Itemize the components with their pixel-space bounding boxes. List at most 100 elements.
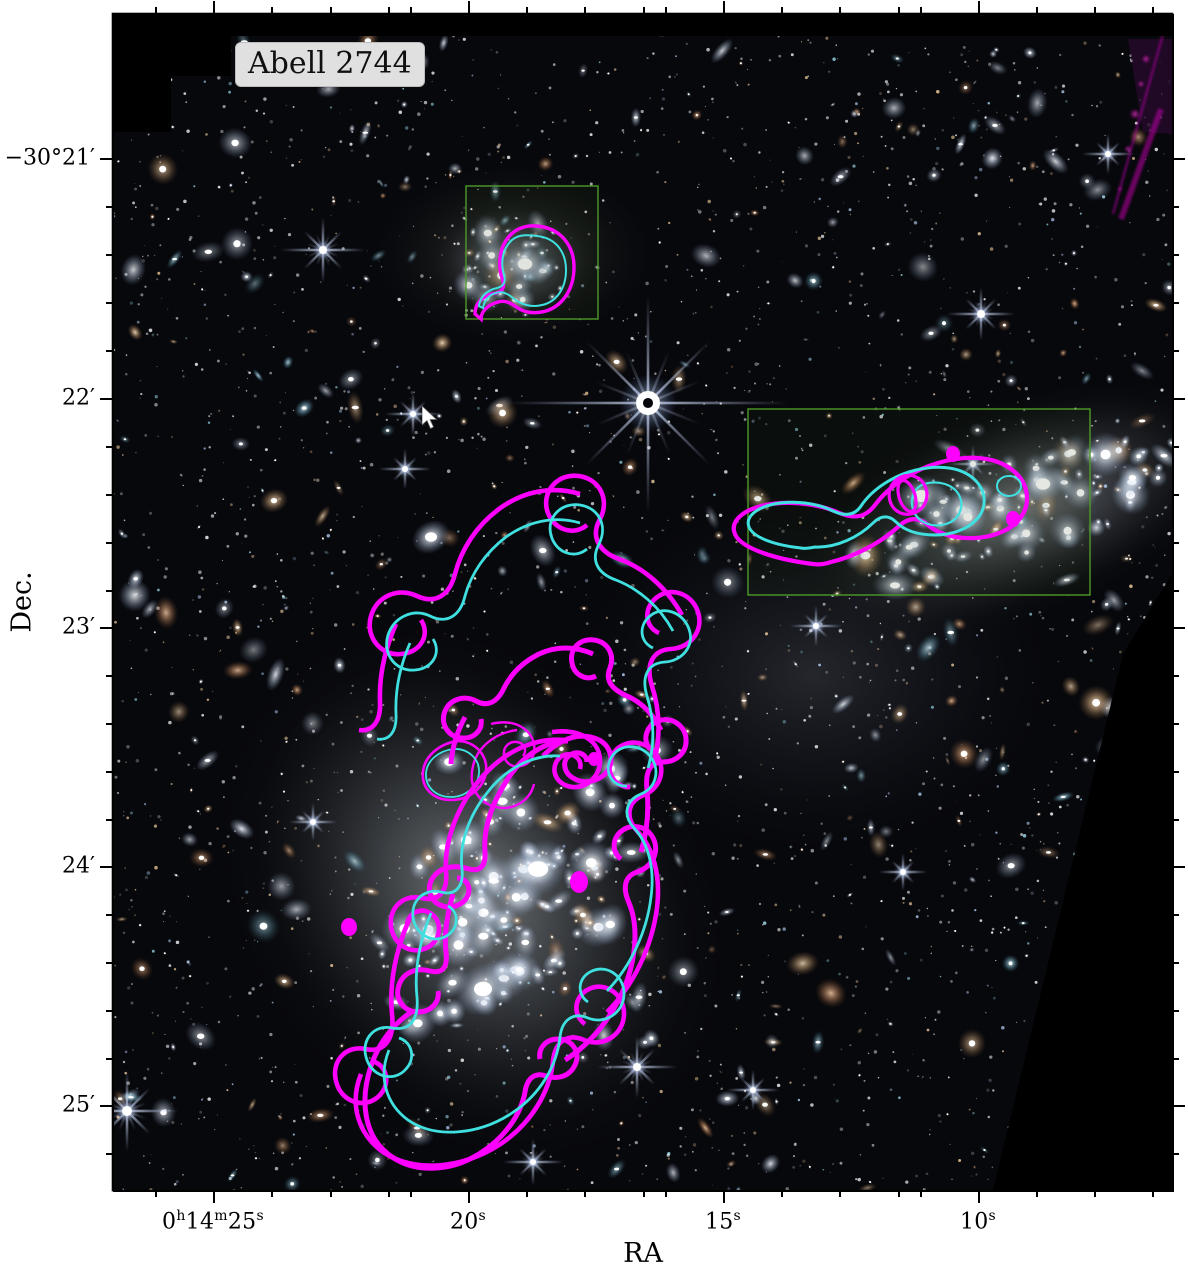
tick-mark <box>1172 350 1179 352</box>
tick-mark <box>1172 771 1179 773</box>
tick-mark <box>1172 254 1179 256</box>
tick-mark <box>526 7 528 14</box>
tick-mark <box>920 7 922 14</box>
tick-mark <box>1152 1190 1154 1197</box>
tick-mark <box>106 819 113 821</box>
tick-mark <box>213 1190 215 1203</box>
tick-mark <box>978 1190 980 1203</box>
tick-mark <box>920 1190 922 1197</box>
mouse-cursor <box>422 406 438 430</box>
tick-mark <box>1172 1105 1185 1107</box>
tick-mark <box>468 1 470 14</box>
x-axis-title: RA <box>623 1238 663 1269</box>
tick-mark <box>106 1058 113 1060</box>
tick-mark <box>1172 1058 1179 1060</box>
tick-mark <box>271 7 273 14</box>
tick-mark <box>100 398 113 400</box>
tick-mark <box>898 1190 900 1197</box>
critical-curve-northeast <box>731 455 1030 567</box>
field-name-label: Abell 2744 <box>235 42 425 87</box>
tick-mark <box>155 7 157 14</box>
tick-mark <box>106 675 113 677</box>
tick-mark <box>388 7 390 14</box>
tick-mark <box>1172 398 1185 400</box>
tick-mark <box>106 350 113 352</box>
tick-mark <box>468 1190 470 1203</box>
tick-mark <box>1172 1153 1179 1155</box>
tick-mark <box>1172 302 1179 304</box>
y-tick-label: 25′ <box>62 1092 95 1118</box>
tick-mark <box>1172 1010 1179 1012</box>
tick-mark <box>1094 1190 1096 1197</box>
tick-mark <box>100 627 113 629</box>
tick-mark <box>1172 819 1179 821</box>
tick-mark <box>643 1190 645 1197</box>
critical-curve-cusps <box>341 446 1020 936</box>
tick-mark <box>100 158 113 160</box>
tick-mark <box>100 1105 113 1107</box>
tick-mark <box>1172 962 1179 964</box>
tick-mark <box>330 7 332 14</box>
tick-mark <box>665 7 667 14</box>
critical-curve-north <box>473 224 576 323</box>
tick-mark <box>106 206 113 208</box>
tick-mark <box>1172 446 1179 448</box>
tick-mark <box>839 1190 841 1197</box>
tick-mark <box>106 590 113 592</box>
x-tick-label: 10s <box>959 1208 997 1235</box>
tick-mark <box>723 1190 725 1203</box>
x-tick-label: 20s <box>449 1208 487 1235</box>
tick-mark <box>665 1190 667 1197</box>
tick-mark <box>584 7 586 14</box>
tick-mark <box>643 7 645 14</box>
tick-mark <box>1172 206 1179 208</box>
x-tick-label: 15s <box>704 1208 742 1235</box>
tick-mark <box>106 914 113 916</box>
tick-mark <box>1152 7 1154 14</box>
tick-mark <box>1172 494 1179 496</box>
sky-field <box>113 14 1172 1190</box>
tick-mark <box>106 962 113 964</box>
tick-mark <box>410 1190 412 1197</box>
sky-image-panel[interactable]: Abell 2744 <box>113 14 1172 1190</box>
tick-mark <box>526 1190 528 1197</box>
tick-mark <box>106 494 113 496</box>
tick-mark <box>410 7 412 14</box>
critical-curve-main-visible <box>332 473 702 1168</box>
y-tick-label: −30°21′ <box>4 145 95 171</box>
tick-mark <box>723 1 725 14</box>
tick-mark <box>1094 7 1096 14</box>
tick-mark <box>1172 914 1179 916</box>
tick-mark <box>1036 1190 1038 1197</box>
tick-mark <box>106 771 113 773</box>
y-tick-label: 23′ <box>62 614 95 640</box>
tick-mark <box>1172 627 1185 629</box>
tick-mark <box>781 7 783 14</box>
tick-mark <box>155 1190 157 1197</box>
tick-mark <box>898 7 900 14</box>
x-tick-label: 0h14m25s <box>162 1208 264 1235</box>
tick-mark <box>388 1190 390 1197</box>
tick-mark <box>106 1153 113 1155</box>
tick-mark <box>106 723 113 725</box>
y-tick-label: 24′ <box>62 853 95 879</box>
tick-mark <box>1172 158 1185 160</box>
tick-mark <box>213 1 215 14</box>
y-tick-label: 22′ <box>62 385 95 411</box>
tick-mark <box>781 1190 783 1197</box>
tick-mark <box>330 1190 332 1197</box>
tick-mark <box>106 302 113 304</box>
tick-mark <box>106 446 113 448</box>
tick-mark <box>839 7 841 14</box>
tick-mark <box>1172 866 1185 868</box>
tick-mark <box>106 542 113 544</box>
tick-mark <box>1172 675 1179 677</box>
y-axis-title: Dec. <box>6 571 38 633</box>
tick-mark <box>1172 542 1179 544</box>
tick-mark <box>1172 590 1179 592</box>
tick-mark <box>271 1190 273 1197</box>
tick-mark <box>584 1190 586 1197</box>
tick-mark <box>978 1 980 14</box>
tick-mark <box>1036 7 1038 14</box>
tick-mark <box>1172 723 1179 725</box>
